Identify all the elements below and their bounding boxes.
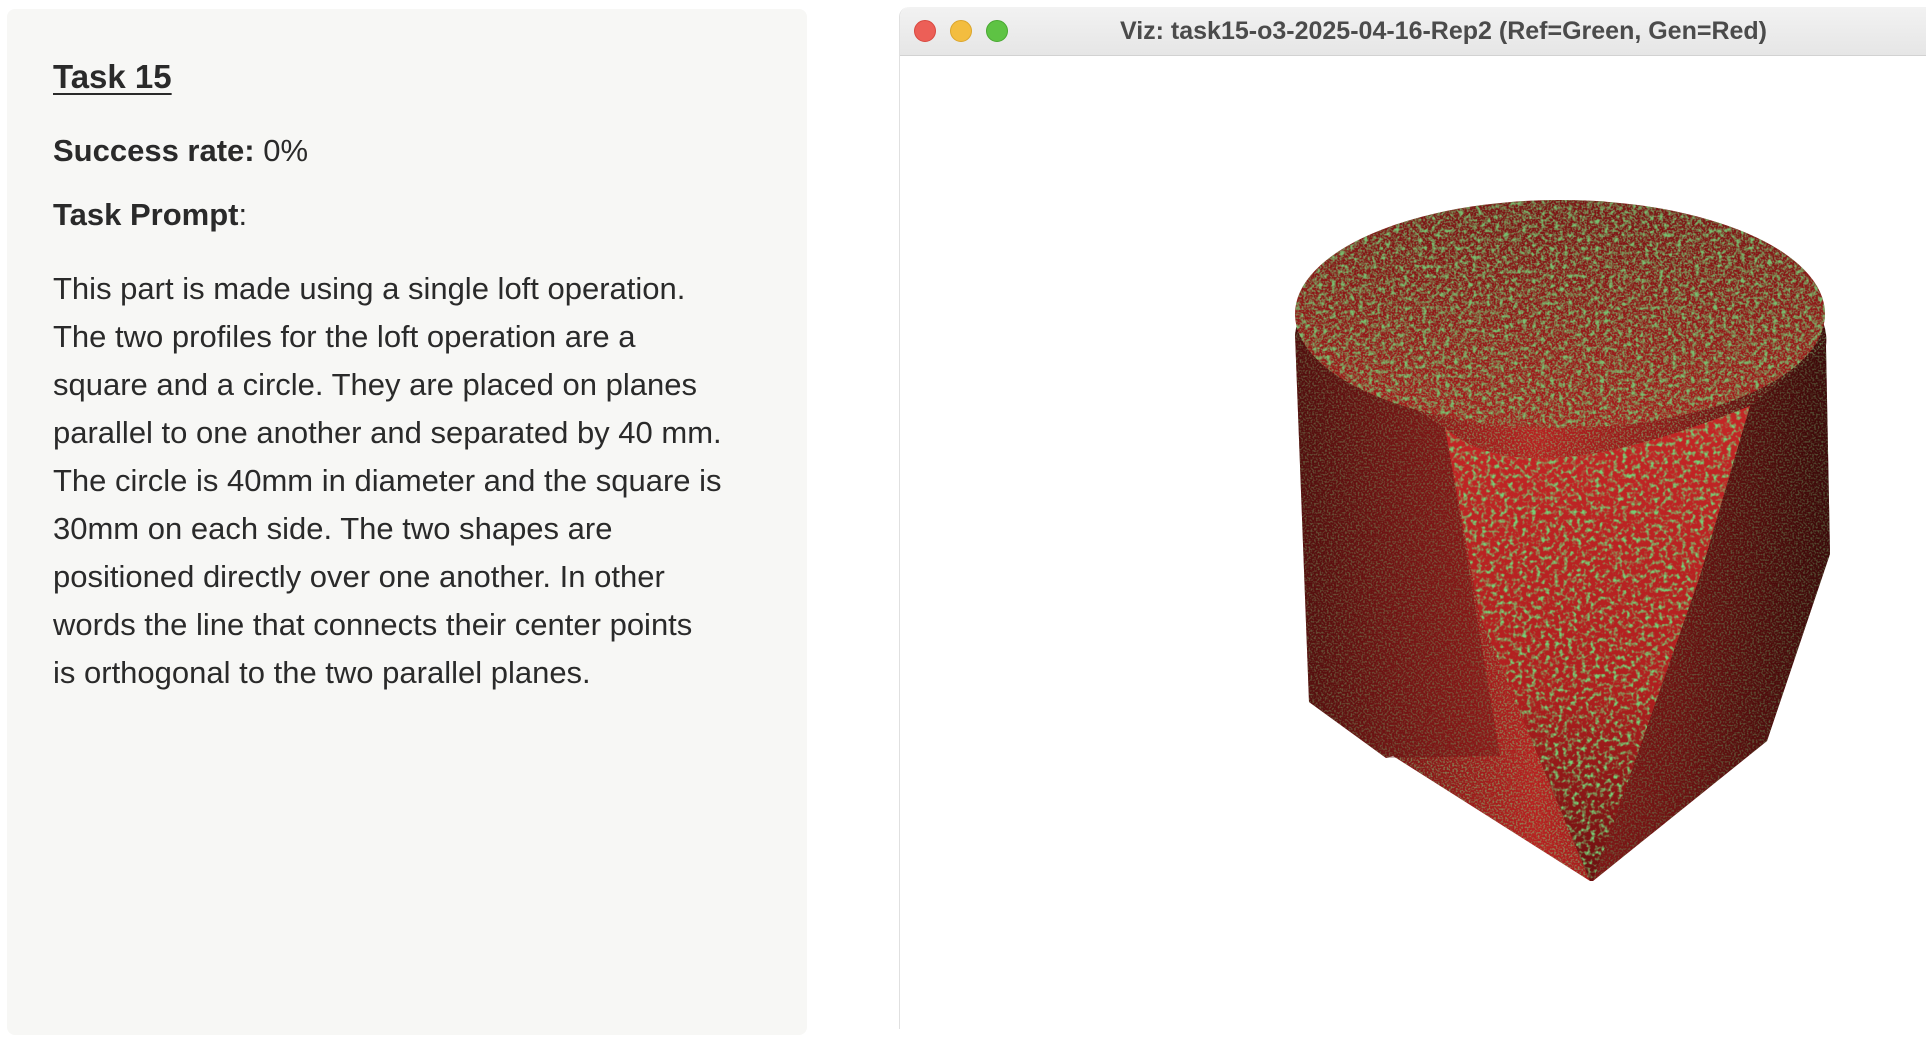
success-rate-row: Success rate: 0% xyxy=(53,131,761,171)
close-window-button[interactable] xyxy=(914,20,936,42)
prompt-line: 30mm on each side. The two shapes are xyxy=(53,511,613,546)
prompt-line: square and a circle. They are placed on … xyxy=(53,367,697,402)
success-rate-value: 0% xyxy=(254,133,309,168)
window-controls xyxy=(914,20,1008,42)
task-title: Task 15 xyxy=(53,58,172,95)
notes-panel: Task 15 Success rate: 0% Task Prompt: Th… xyxy=(7,9,807,1035)
minimize-window-button[interactable] xyxy=(950,20,972,42)
prompt-line: positioned directly over one another. In… xyxy=(53,559,665,594)
prompt-line: This part is made using a single loft op… xyxy=(53,271,686,306)
task-prompt-heading: Task Prompt: xyxy=(53,195,761,235)
zoom-window-button[interactable] xyxy=(986,20,1008,42)
task-prompt-label: Task Prompt xyxy=(53,197,239,232)
task-prompt-text: This part is made using a single loft op… xyxy=(53,265,761,697)
prompt-line: is orthogonal to the two parallel planes… xyxy=(53,655,591,690)
prompt-line: words the line that connects their cente… xyxy=(53,607,693,642)
window-title: Viz: task15-o3-2025-04-16-Rep2 (Ref=Gree… xyxy=(1119,17,1768,45)
success-rate-label: Success rate: xyxy=(53,133,255,168)
viz-window[interactable]: Viz: task15-o3-2025-04-16-Rep2 (Ref=Gree… xyxy=(899,7,1926,1029)
3d-viewport[interactable] xyxy=(900,56,1926,1029)
prompt-line: The circle is 40mm in diameter and the s… xyxy=(53,463,722,498)
prompt-line: parallel to one another and separated by… xyxy=(53,415,722,450)
prompt-line: The two profiles for the loft operation … xyxy=(53,319,636,354)
window-titlebar[interactable]: Viz: task15-o3-2025-04-16-Rep2 (Ref=Gree… xyxy=(900,7,1926,56)
task-prompt-colon: : xyxy=(238,197,248,232)
point-cloud-render[interactable] xyxy=(900,56,1926,1029)
